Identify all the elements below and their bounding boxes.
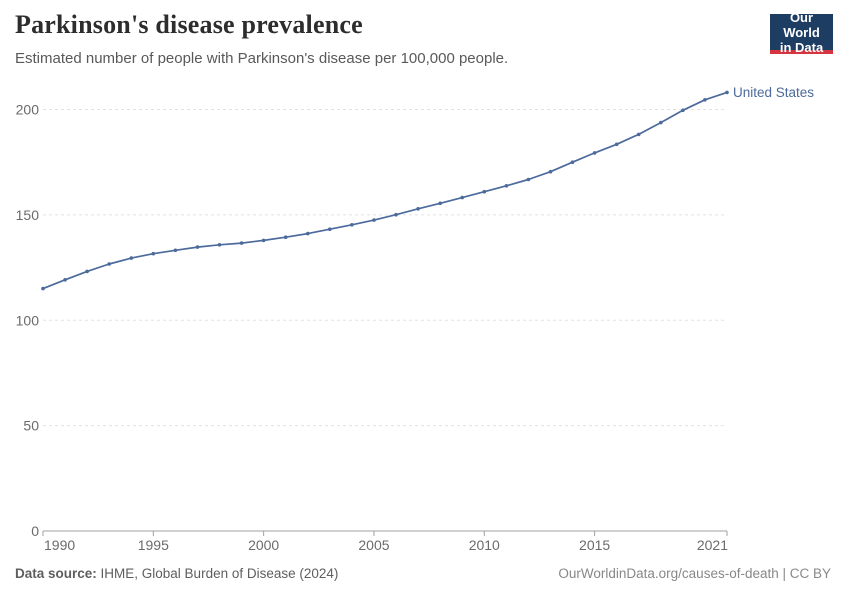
- owid-logo-line2: in Data: [779, 39, 824, 55]
- data-point-2006[interactable]: [394, 212, 398, 217]
- data-point-2013[interactable]: [548, 169, 553, 174]
- data-point-1997[interactable]: [195, 245, 200, 249]
- data-point-2008[interactable]: [438, 201, 443, 206]
- x-tick-label-1990: 1990: [44, 537, 75, 553]
- data-point-2012[interactable]: [526, 177, 531, 182]
- data-point-2000[interactable]: [261, 238, 266, 243]
- page-title: Parkinson's disease prevalence: [15, 10, 363, 39]
- data-point-1991[interactable]: [63, 278, 67, 282]
- x-axis: [42, 530, 728, 536]
- data-point-2021[interactable]: [725, 90, 729, 95]
- owid-logo[interactable]: Our World in Data: [770, 10, 833, 55]
- data-point-2004[interactable]: [350, 223, 354, 227]
- series-united-states[interactable]: [41, 90, 729, 291]
- data-point-2014[interactable]: [570, 160, 575, 164]
- data-source-value: IHME, Global Burden of Disease (2024): [96, 566, 339, 581]
- data-point-2016[interactable]: [614, 142, 619, 147]
- data-point-2020[interactable]: [703, 98, 707, 102]
- data-point-2009[interactable]: [460, 195, 465, 200]
- x-tick-label-1995: 1995: [138, 537, 169, 553]
- y-tick-label-150: 150: [16, 207, 40, 223]
- data-point-2017[interactable]: [636, 132, 641, 137]
- y-tick-label-200: 200: [16, 102, 40, 118]
- data-point-1995[interactable]: [151, 251, 156, 256]
- chart-subtitle: Estimated number of people with Parkinso…: [15, 50, 509, 67]
- x-tick-label-2010: 2010: [469, 537, 500, 553]
- data-point-2003[interactable]: [328, 227, 332, 231]
- data-point-2007[interactable]: [416, 207, 420, 211]
- entity-label[interactable]: United States: [733, 85, 814, 100]
- data-point-1993[interactable]: [107, 262, 111, 266]
- owid-logo-line1: Our World: [783, 9, 820, 40]
- x-tick-label-2021: 2021: [697, 537, 728, 553]
- x-axis-labels: 1990 1995 2000 2005 2010 2015 2021: [44, 537, 728, 553]
- data-point-2002[interactable]: [306, 231, 310, 236]
- data-point-1992[interactable]: [85, 269, 89, 274]
- y-gridlines: [43, 109, 727, 427]
- x-tick-label-2000: 2000: [248, 537, 279, 553]
- y-tick-label-0: 0: [31, 523, 39, 539]
- attribution-link[interactable]: OurWorldinData.org/causes-of-death | CC …: [558, 566, 831, 581]
- y-tick-label-50: 50: [23, 418, 39, 434]
- data-point-2019[interactable]: [681, 108, 685, 113]
- data-point-2015[interactable]: [592, 151, 597, 155]
- data-point-1999[interactable]: [239, 241, 244, 245]
- data-point-2018[interactable]: [659, 120, 663, 125]
- x-tick-label-2005: 2005: [358, 537, 389, 553]
- series-line[interactable]: [42, 91, 728, 290]
- data-source-label: Data source:: [15, 566, 97, 581]
- data-point-1990[interactable]: [41, 286, 45, 291]
- x-tick-label-2015: 2015: [579, 537, 610, 553]
- y-tick-label-100: 100: [16, 312, 40, 328]
- y-axis-labels: 0 50 100 150 200: [16, 102, 40, 540]
- data-point-2011[interactable]: [504, 184, 509, 188]
- data-point-2001[interactable]: [283, 235, 288, 239]
- data-point-2005[interactable]: [372, 218, 376, 222]
- chart-footer: Data source: IHME, Global Burden of Dise…: [15, 566, 831, 581]
- data-point-1996[interactable]: [173, 248, 178, 253]
- data-point-1994[interactable]: [129, 256, 134, 260]
- data-point-2010[interactable]: [482, 189, 487, 194]
- data-point-1998[interactable]: [217, 243, 222, 247]
- data-source-note: Data source: IHME, Global Burden of Dise…: [15, 566, 338, 581]
